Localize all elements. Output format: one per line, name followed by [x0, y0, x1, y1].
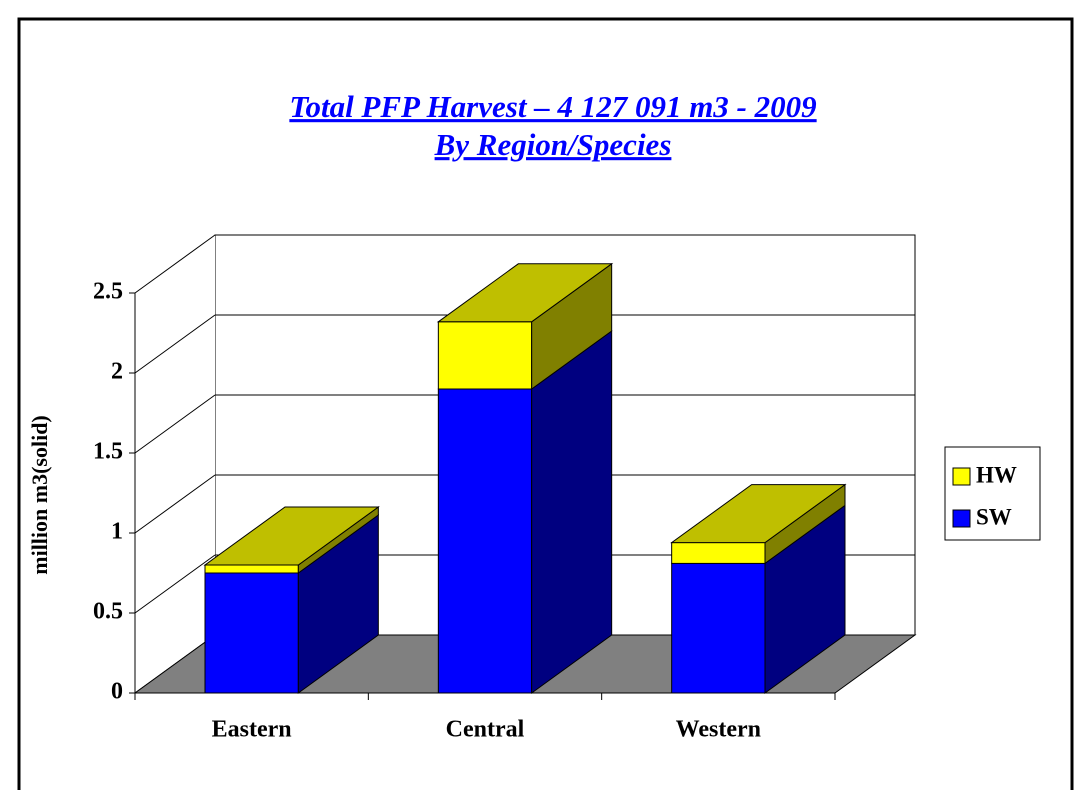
y-tick-label: 2 [111, 359, 123, 385]
chart-title: Total PFP Harvest – 4 127 091 m3 - 2009 [289, 89, 816, 124]
bar-side [531, 330, 613, 694]
bar-segment [671, 562, 766, 694]
y-tick-label: 1 [111, 519, 123, 545]
y-axis-label: million m3(solid) [27, 415, 52, 575]
grid-line [134, 234, 216, 294]
legend-label: HW [976, 462, 1017, 487]
bar-top [203, 506, 380, 566]
y-tick-label: 0 [111, 679, 123, 705]
bar-top [670, 484, 847, 544]
bar-segment [437, 321, 533, 390]
bar-top [436, 263, 614, 323]
legend-label: SW [976, 504, 1012, 529]
bar-segment [204, 564, 299, 574]
chart-subtitle: By Region/Species [434, 127, 672, 162]
x-tick-label: Central [446, 717, 525, 743]
legend-swatch [952, 509, 971, 528]
x-tick-label: Eastern [212, 717, 292, 743]
legend-swatch [952, 467, 971, 486]
bar-segment [437, 388, 533, 694]
grid-line [134, 474, 216, 534]
bar-segment [671, 542, 766, 564]
grid-line [134, 554, 216, 614]
y-tick-label: 2.5 [93, 279, 123, 305]
x-tick-label: Western [676, 717, 761, 743]
y-tick-label: 1.5 [93, 439, 123, 465]
grid-line [134, 394, 216, 454]
grid-line [134, 314, 216, 374]
y-tick-label: 0.5 [93, 599, 123, 625]
side-wall [135, 235, 215, 693]
bar-segment [204, 572, 299, 694]
